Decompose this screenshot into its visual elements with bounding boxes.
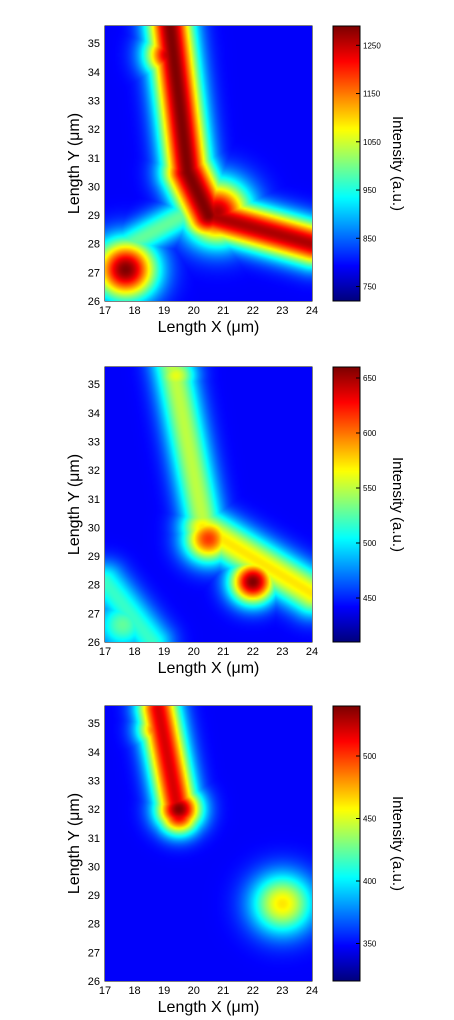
y-tick-label: 33 bbox=[88, 95, 100, 107]
y-tick-label: 35 bbox=[88, 379, 100, 391]
x-tick-label: 18 bbox=[128, 646, 140, 658]
x-tick-label: 17 bbox=[99, 985, 111, 997]
intensity-map bbox=[105, 26, 312, 301]
y-tick-label: 30 bbox=[88, 861, 100, 873]
colorbar-tick-label: 400 bbox=[363, 877, 377, 886]
y-tick-label: 26 bbox=[88, 296, 100, 308]
colorbar-label: Intensity (a.u.) bbox=[389, 116, 406, 211]
x-tick-label: 20 bbox=[188, 985, 200, 997]
y-tick-label: 30 bbox=[88, 522, 100, 534]
x-tick-label: 22 bbox=[247, 305, 259, 317]
x-tick-label: 24 bbox=[306, 646, 318, 658]
y-tick-label: 35 bbox=[88, 718, 100, 730]
x-tick-label: 17 bbox=[99, 305, 111, 317]
y-tick-label: 33 bbox=[88, 775, 100, 787]
x-tick-label: 20 bbox=[188, 305, 200, 317]
colorbar-tick-label: 950 bbox=[363, 186, 377, 195]
colorbar bbox=[333, 26, 360, 301]
x-tick-label: 23 bbox=[276, 646, 288, 658]
colorbar-tick-label: 450 bbox=[363, 815, 377, 824]
y-tick-label: 28 bbox=[88, 580, 100, 592]
y-tick-label: 29 bbox=[88, 890, 100, 902]
colorbar-tick-label: 1250 bbox=[363, 41, 381, 50]
colorbar-tick-label: 1050 bbox=[363, 138, 381, 147]
colorbar bbox=[333, 367, 360, 642]
colorbar-frame bbox=[332, 705, 361, 982]
y-axis-label: Length Y (μm) bbox=[66, 793, 83, 894]
y-tick-label: 34 bbox=[88, 747, 100, 759]
intensity-map bbox=[105, 367, 312, 642]
intensity-map bbox=[105, 706, 312, 981]
x-tick-label: 18 bbox=[128, 305, 140, 317]
colorbar-label: Intensity (a.u.) bbox=[389, 457, 406, 552]
x-tick-label: 20 bbox=[188, 646, 200, 658]
colorbar-tick-label: 500 bbox=[363, 752, 377, 761]
colorbar-tick-label: 600 bbox=[363, 429, 377, 438]
colorbar-frame bbox=[332, 25, 361, 302]
colorbar-tick-label: 350 bbox=[363, 940, 377, 949]
x-tick-label: 23 bbox=[276, 305, 288, 317]
y-tick-label: 27 bbox=[88, 267, 100, 279]
x-tick-label: 19 bbox=[158, 305, 170, 317]
y-tick-label: 31 bbox=[88, 153, 100, 165]
x-tick-label: 22 bbox=[247, 646, 259, 658]
colorbar-label: Intensity (a.u.) bbox=[389, 796, 406, 891]
y-tick-label: 27 bbox=[88, 947, 100, 959]
colorbar-tick-label: 500 bbox=[363, 539, 377, 548]
x-tick-label: 24 bbox=[306, 305, 318, 317]
x-tick-label: 18 bbox=[128, 985, 140, 997]
x-tick-label: 24 bbox=[306, 985, 318, 997]
y-tick-label: 31 bbox=[88, 494, 100, 506]
colorbar-tick-label: 850 bbox=[363, 234, 377, 243]
colorbar bbox=[333, 706, 360, 981]
x-tick-label: 17 bbox=[99, 646, 111, 658]
y-tick-label: 34 bbox=[88, 408, 100, 420]
y-tick-label: 29 bbox=[88, 210, 100, 222]
y-tick-label: 34 bbox=[88, 67, 100, 79]
y-tick-label: 31 bbox=[88, 833, 100, 845]
x-axis-label: Length X (μm) bbox=[158, 660, 260, 677]
y-tick-label: 28 bbox=[88, 919, 100, 931]
x-tick-label: 21 bbox=[217, 305, 229, 317]
colorbar-tick-label: 750 bbox=[363, 283, 377, 292]
y-axis-label: Length Y (μm) bbox=[66, 113, 83, 214]
y-tick-label: 27 bbox=[88, 608, 100, 620]
y-tick-label: 26 bbox=[88, 976, 100, 988]
x-axis-label: Length X (μm) bbox=[158, 999, 260, 1016]
y-tick-label: 33 bbox=[88, 436, 100, 448]
colorbar-tick-label: 650 bbox=[363, 374, 377, 383]
y-tick-label: 29 bbox=[88, 551, 100, 563]
y-tick-label: 28 bbox=[88, 239, 100, 251]
x-tick-label: 19 bbox=[158, 646, 170, 658]
y-tick-label: 26 bbox=[88, 637, 100, 649]
y-tick-label: 35 bbox=[88, 38, 100, 50]
y-tick-label: 32 bbox=[88, 465, 100, 477]
y-axis-label: Length Y (μm) bbox=[66, 454, 83, 555]
x-tick-label: 22 bbox=[247, 985, 259, 997]
y-tick-label: 32 bbox=[88, 804, 100, 816]
y-tick-label: 32 bbox=[88, 124, 100, 136]
colorbar-tick-label: 1150 bbox=[363, 90, 381, 99]
colorbar-tick-label: 450 bbox=[363, 594, 377, 603]
x-tick-label: 19 bbox=[158, 985, 170, 997]
y-tick-label: 30 bbox=[88, 181, 100, 193]
x-axis-label: Length X (μm) bbox=[158, 319, 260, 336]
colorbar-tick-label: 550 bbox=[363, 484, 377, 493]
x-tick-label: 21 bbox=[217, 985, 229, 997]
x-tick-label: 21 bbox=[217, 646, 229, 658]
x-tick-label: 23 bbox=[276, 985, 288, 997]
colorbar-frame bbox=[332, 366, 361, 643]
